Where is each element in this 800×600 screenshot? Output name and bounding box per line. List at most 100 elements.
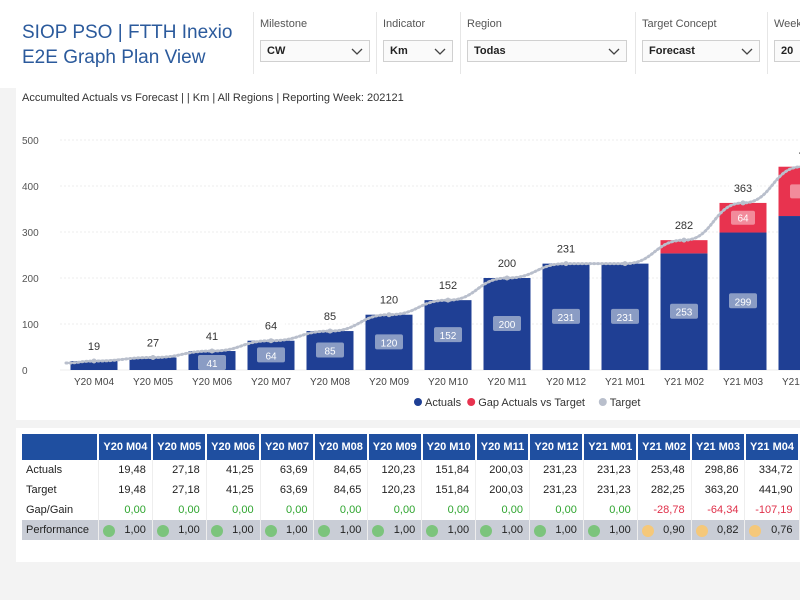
table-cell: 1,00 <box>367 520 423 540</box>
table-cell: 1,00 <box>98 520 153 540</box>
performance-value: 0,82 <box>717 523 739 536</box>
target-data-label: 120 <box>380 295 398 307</box>
chevron-down-icon <box>434 48 446 55</box>
table-cell: 41,25 <box>206 460 261 480</box>
region-value: Todas <box>474 45 506 57</box>
table-cell: 363,20 <box>691 480 746 500</box>
performance-table: Y20 M04 Y20 M05 Y20 M06 Y20 M07 Y20 M08 Y20 M… <box>22 434 800 540</box>
target-data-label-bg <box>788 144 800 159</box>
table-cell: 0,00 <box>313 500 369 520</box>
table-cell: 41,25 <box>206 480 261 500</box>
gap-data-label-bg <box>790 184 800 199</box>
table-cell: 1,00 <box>206 520 261 540</box>
chevron-down-icon <box>351 48 363 55</box>
performance-value: 1,00 <box>393 523 416 536</box>
table-cell: 0,00 <box>421 500 477 520</box>
target-point <box>150 354 156 360</box>
x-tick-label: Y20 M05 <box>133 377 173 388</box>
x-tick-label: Y21 M03 <box>723 377 763 388</box>
row-label: Target <box>22 480 99 500</box>
chart-panel: Accumulted Actuals vs Forecast | | Km | … <box>16 88 800 420</box>
legend-label: Actuals <box>425 397 462 409</box>
x-tick-label: Y20 M09 <box>369 377 409 388</box>
actuals-data-label: 299 <box>735 297 752 308</box>
table-row: Performance 1,00 1,00 1,00 1,00 1,00 1,00 1,00 1… <box>22 520 800 540</box>
target-data-label: 282 <box>675 220 693 232</box>
table-cell: 63,69 <box>260 460 315 480</box>
target-point <box>386 312 392 318</box>
table-cell: 27,18 <box>152 460 207 480</box>
y-tick-label: 500 <box>22 136 39 147</box>
table-cell: 151,84 <box>421 480 477 500</box>
status-dot-icon <box>210 524 223 537</box>
table-cell: 200,03 <box>475 460 530 480</box>
table-cell: 1,00 <box>152 520 207 540</box>
table-cell: 0,00 <box>367 500 423 520</box>
target-data-label-bg <box>670 218 698 233</box>
performance-value: 1,00 <box>232 523 254 536</box>
milestone-dropdown[interactable]: CW <box>260 40 370 62</box>
target-data-label: 363 <box>734 183 752 195</box>
x-tick-label: Y21 M04 <box>782 377 800 388</box>
legend-marker <box>467 398 476 406</box>
column-header: Y20 M04 <box>98 434 154 460</box>
table-cell: 19,48 <box>98 480 153 500</box>
table-cell: 0,00 <box>98 500 153 520</box>
week-label: Week <box>774 18 800 30</box>
table-cell: 120,23 <box>367 480 423 500</box>
actuals-data-label-bg <box>198 355 226 371</box>
actuals-data-label-bg <box>434 327 462 343</box>
target-concept-dropdown[interactable]: Forecast <box>642 40 760 62</box>
table-cell: 1,00 <box>529 520 584 540</box>
target-data-label-bg <box>316 309 344 324</box>
region-label: Region <box>467 18 502 30</box>
table-row: Actuals 19,48 27,18 41,25 63,69 84,65 120,23 15… <box>22 460 800 480</box>
x-tick-label: Y20 M10 <box>428 377 468 388</box>
actuals-data-label: 120 <box>381 338 398 349</box>
performance-value: 1,00 <box>339 523 362 536</box>
performance-value: 1,00 <box>609 523 631 536</box>
report-title: SIOP PSO | FTTH Inexio E2E Graph Plan Vi… <box>22 20 232 70</box>
chart-title: Accumulted Actuals vs Forecast | | Km | … <box>22 92 404 104</box>
table-cell: 63,69 <box>260 480 315 500</box>
status-dot-icon <box>587 524 600 537</box>
target-data-label-bg <box>257 318 285 333</box>
table-cell: 0,90 <box>637 520 692 540</box>
target-data-label-bg <box>493 255 521 270</box>
target-point <box>445 297 451 303</box>
target-data-label: 19 <box>88 341 100 353</box>
target-concept-value: Forecast <box>649 45 695 57</box>
gap-data-label-bg <box>731 210 755 225</box>
actuals-data-label: 64 <box>265 351 277 362</box>
actuals-data-label: 200 <box>499 320 516 331</box>
table-cell: 441,90 <box>744 480 800 500</box>
table-corner-header <box>22 434 100 460</box>
column-header: Y20 M12 <box>529 434 585 460</box>
target-concept-label: Target Concept <box>642 18 717 30</box>
actuals-data-label: 41 <box>206 359 218 370</box>
indicator-dropdown[interactable]: Km <box>383 40 453 62</box>
report-header: SIOP PSO | FTTH Inexio E2E Graph Plan Vi… <box>0 0 800 88</box>
performance-value: 1,00 <box>286 523 308 536</box>
table-cell: 0,00 <box>529 500 584 520</box>
column-header: Y20 M07 <box>260 434 315 460</box>
y-tick-label: 0 <box>22 366 28 377</box>
gap-bar <box>778 166 800 217</box>
performance-value: 1,00 <box>178 523 200 536</box>
table-cell: 0,00 <box>475 500 530 520</box>
performance-value: 1,00 <box>447 523 470 536</box>
region-dropdown[interactable]: Todas <box>467 40 627 62</box>
target-data-label-bg <box>729 180 757 195</box>
y-tick-label: 400 <box>22 182 39 193</box>
week-dropdown[interactable]: 20 <box>774 40 800 62</box>
table-cell: 231,23 <box>583 480 638 500</box>
milestone-slicer: Milestone CW <box>253 12 376 74</box>
table-cell: 231,23 <box>529 480 584 500</box>
legend-marker <box>414 398 422 406</box>
actuals-bar <box>778 216 800 370</box>
table-row: Target 19,48 27,18 41,25 63,69 84,65 120,23 151… <box>22 480 800 500</box>
target-point <box>622 261 628 267</box>
table-cell: -64,34 <box>691 500 746 520</box>
milestone-label: Milestone <box>260 18 308 30</box>
table-cell: 1,00 <box>421 520 477 540</box>
